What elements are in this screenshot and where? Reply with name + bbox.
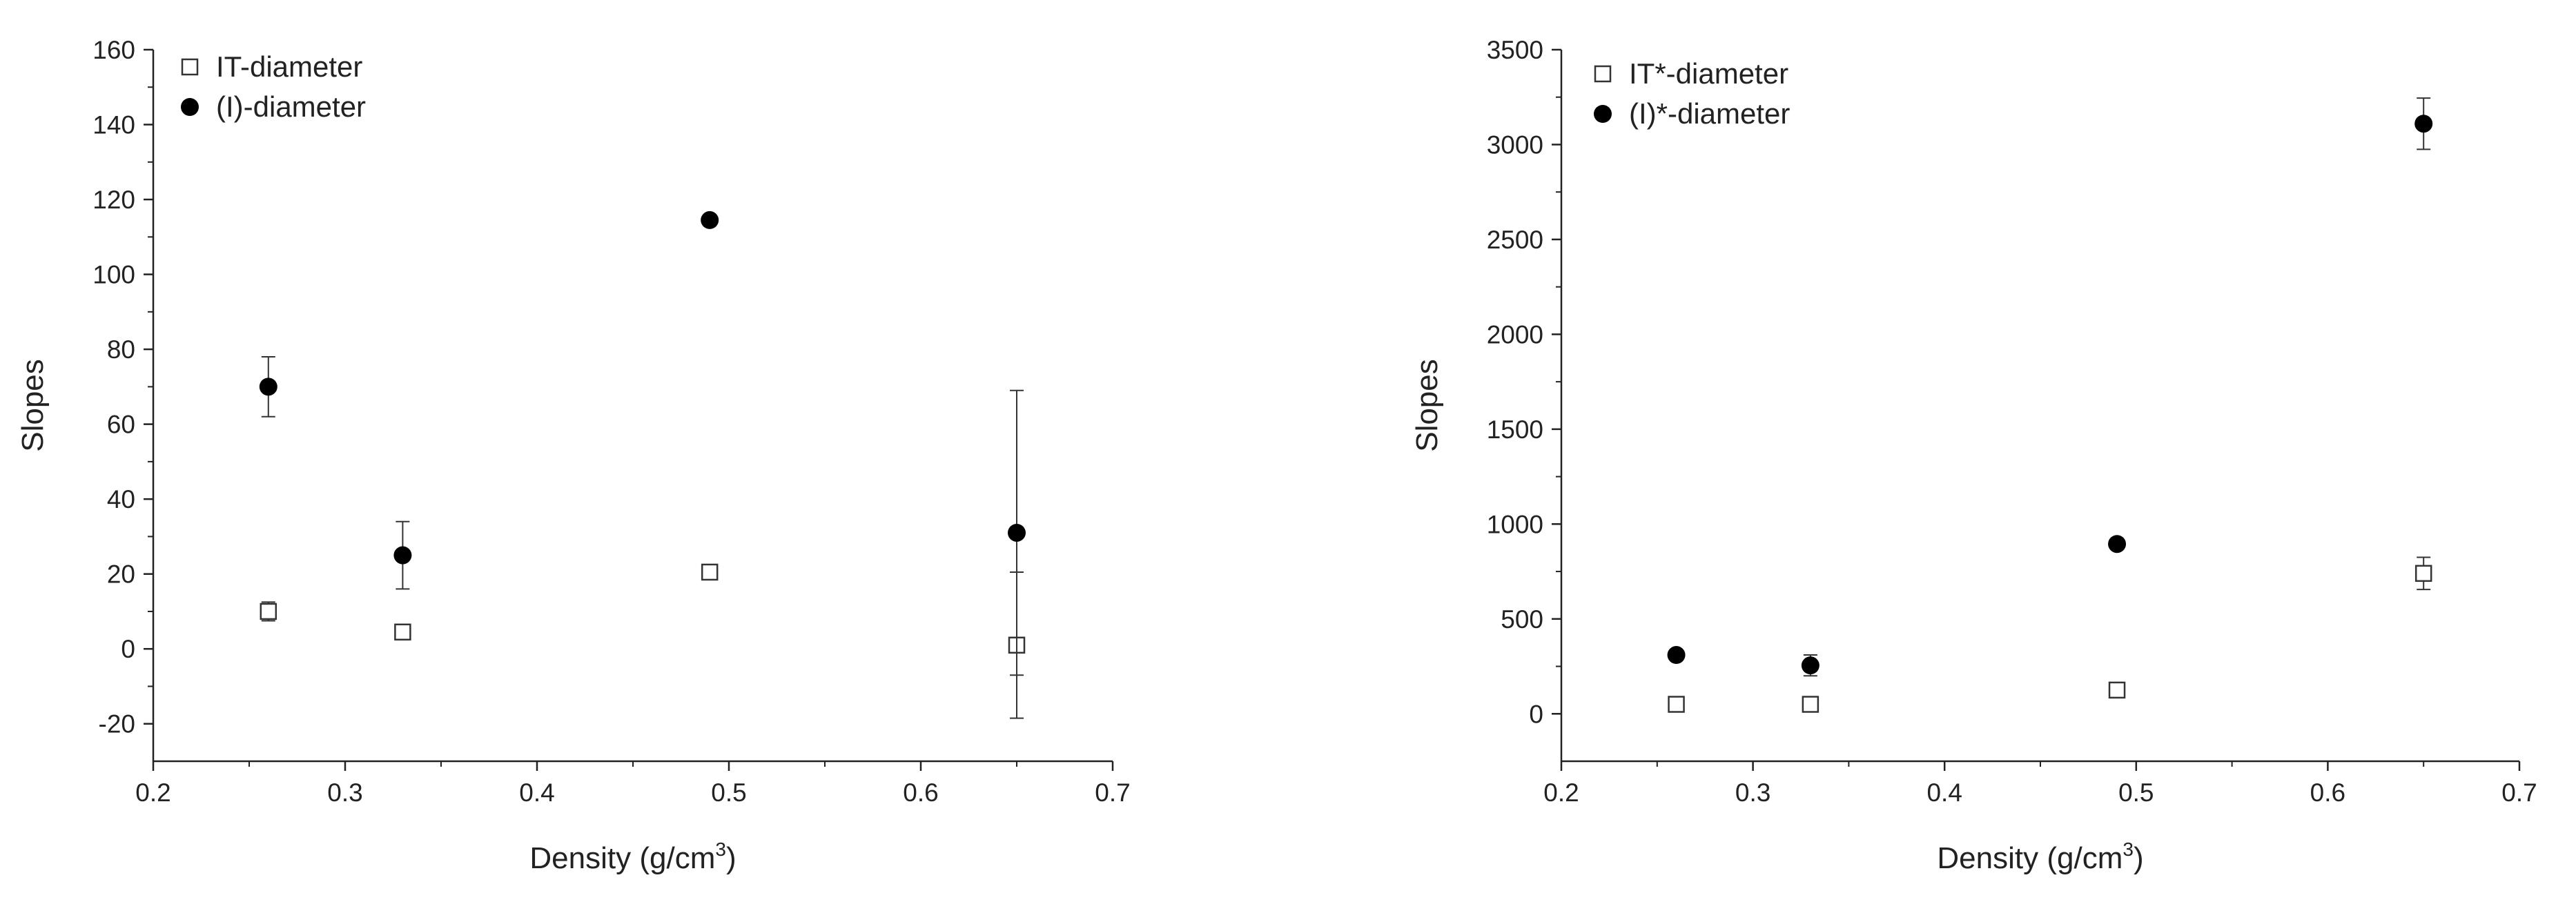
legend-marker [181, 98, 199, 116]
legend-label: (I)*-diameter [1629, 97, 1790, 130]
y-tick-label: 2500 [1487, 226, 1543, 254]
x-tick-label: 0.3 [1735, 778, 1770, 807]
x-tick-label: 0.7 [2501, 778, 2537, 807]
data-point [2414, 565, 2432, 582]
x-tick-label: 0.2 [135, 778, 170, 807]
series-filled-circle [1667, 97, 2433, 677]
data-point [1667, 646, 1686, 665]
data-point [259, 378, 277, 396]
series-filled-circle [259, 210, 1026, 676]
data-point [394, 623, 411, 641]
x-tick-label: 0.4 [1926, 778, 1962, 807]
legend-marker [1594, 65, 1612, 83]
x-tick-label: 0.6 [903, 778, 938, 807]
legend-label: IT-diameter [216, 50, 362, 83]
y-tick-label: 60 [107, 411, 135, 439]
y-tick-label: 80 [107, 335, 135, 364]
data-point [2108, 681, 2126, 699]
y-tick-label: 0 [1529, 700, 1543, 728]
data-point [260, 603, 277, 620]
data-point [2108, 535, 2127, 554]
left-chart: 0.2 0.3 0.4 0.5 0.6 0.7 -20 0 20 40 60 80 100 120 140 1… [16, 36, 1131, 875]
data-point [1668, 696, 1685, 713]
series-open-square [1668, 556, 2432, 713]
y-tick-label: 160 [92, 36, 135, 64]
data-point [701, 210, 719, 229]
y-tick-label: 140 [92, 111, 135, 139]
data-point [1801, 656, 1819, 675]
y-tick-label: 500 [1501, 605, 1543, 634]
data-point [701, 563, 719, 581]
y-tick-label: 3000 [1487, 130, 1543, 159]
legend-marker [181, 58, 199, 76]
y-axis-title: Slopes [1410, 359, 1444, 452]
y-tick-label: 3500 [1487, 36, 1543, 64]
y-tick-label: 0 [121, 635, 135, 663]
x-axis-title: Density (g/cm3) [1937, 839, 2143, 875]
data-point [1008, 523, 1026, 542]
y-tick-label: -20 [99, 710, 135, 738]
x-tick-label: 0.7 [1095, 778, 1130, 807]
x-tick-label: 0.4 [519, 778, 554, 807]
y-tick-label: 1500 [1487, 415, 1543, 444]
x-tick-label: 0.3 [327, 778, 362, 807]
x-axis-title: Density (g/cm3) [529, 839, 736, 875]
y-tick-label: 20 [107, 560, 135, 589]
data-point [1802, 696, 1819, 713]
data-point [393, 546, 412, 565]
legend-label: (I)-diameter [216, 90, 366, 123]
x-tick-label: 0.5 [2118, 778, 2154, 807]
x-tick-label: 0.5 [711, 778, 746, 807]
series-open-square [260, 563, 1026, 719]
x-tick-label: 0.2 [1543, 778, 1579, 807]
y-tick-label: 100 [92, 261, 135, 289]
right-chart: 0.2 0.3 0.4 0.5 0.6 0.7 0 500 1000 1500 2000 2500 30… [1410, 36, 2537, 875]
data-point [2414, 115, 2433, 133]
x-tick-label: 0.6 [2310, 778, 2345, 807]
legend-marker [1594, 105, 1612, 123]
y-tick-label: 1000 [1487, 510, 1543, 538]
y-axis-title: Slopes [16, 359, 50, 452]
y-tick-label: 120 [92, 186, 135, 214]
y-tick-label: 2000 [1487, 320, 1543, 349]
legend-label: IT*-diameter [1629, 57, 1788, 90]
y-tick-label: 40 [107, 485, 135, 513]
